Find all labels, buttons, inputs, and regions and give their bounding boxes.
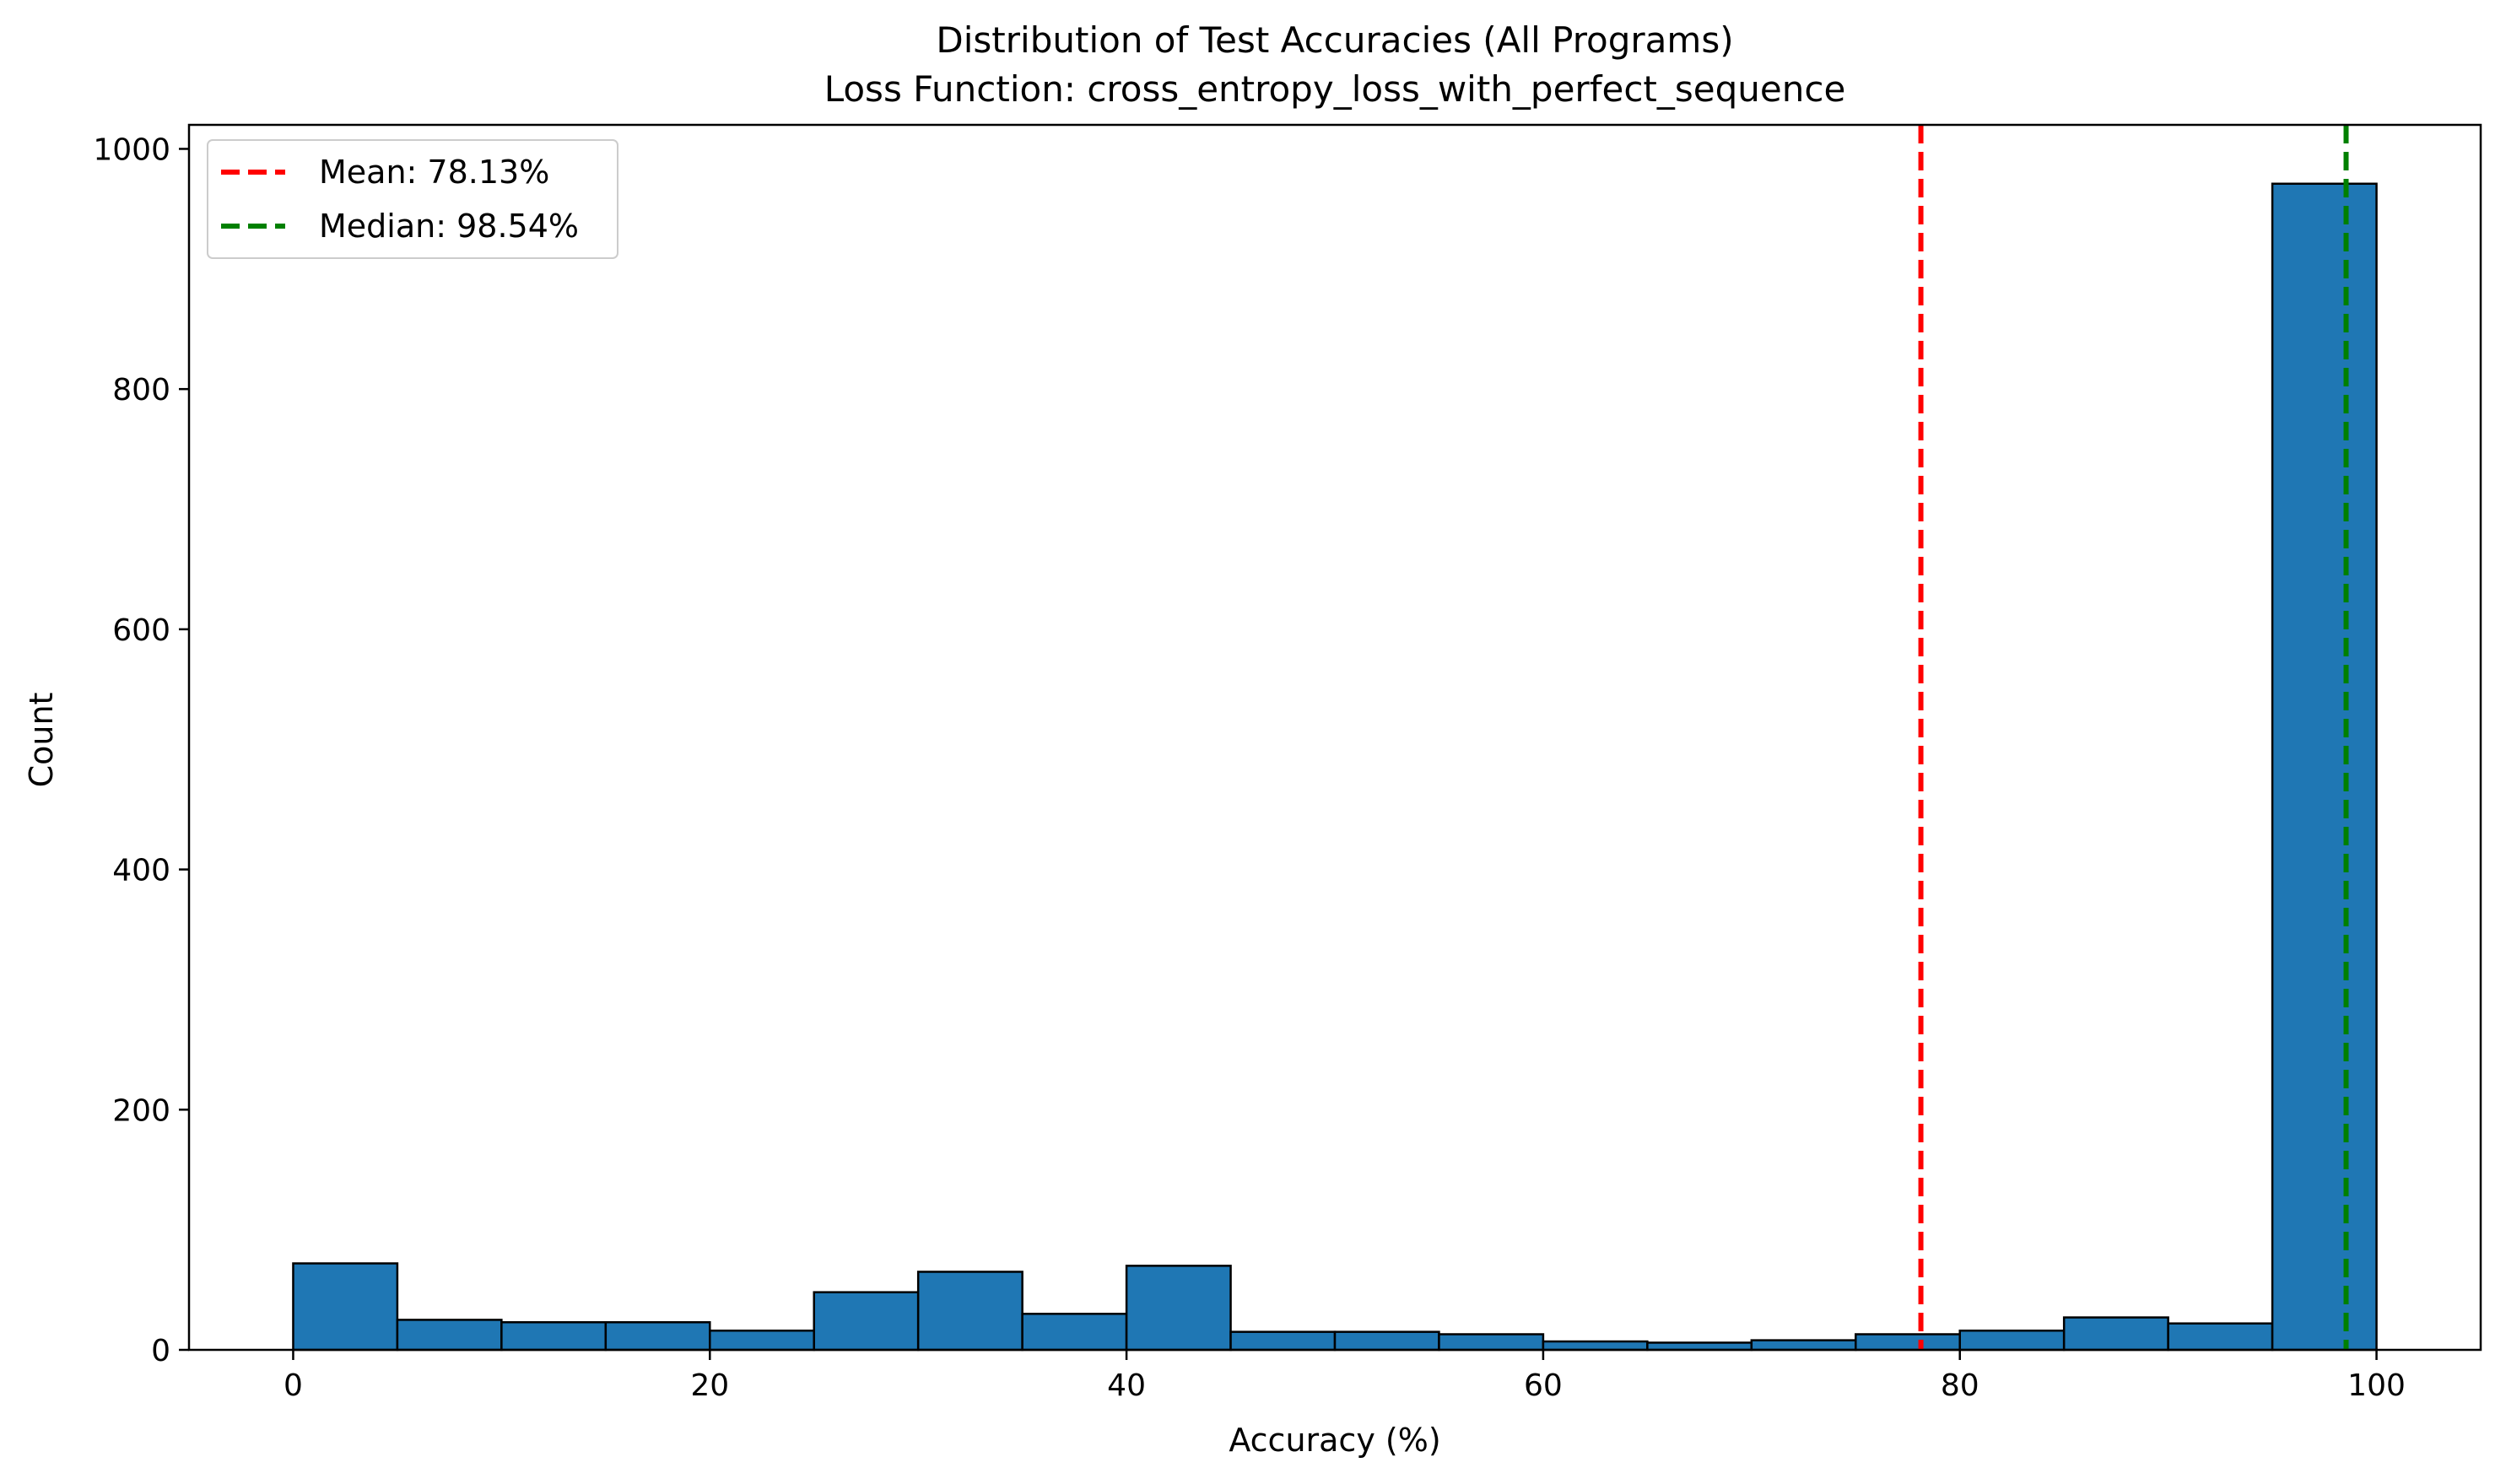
histogram-bar <box>2062 1316 2169 1352</box>
legend-entry: Median: 98.54% <box>319 208 579 245</box>
histogram-bar <box>1229 1330 1337 1352</box>
x-tick-label: 80 <box>1941 1368 1979 1403</box>
histogram-bar <box>292 1262 399 1352</box>
histogram-bar <box>500 1321 608 1352</box>
reference-lines <box>1918 125 2349 1350</box>
plot-frame <box>187 123 2482 1352</box>
legend-box <box>207 139 618 259</box>
histogram-bar <box>1542 1340 1649 1352</box>
x-axis-ticks: 0 20 40 60 80 100 <box>284 1350 2406 1403</box>
histogram-bar <box>1333 1330 1440 1352</box>
histogram-bar <box>396 1319 503 1352</box>
histogram-bar <box>813 1291 920 1352</box>
x-axis-label: Accuracy (%) <box>1229 1422 1440 1459</box>
x-tick-label: 60 <box>1524 1368 1563 1403</box>
histogram-bar <box>2271 182 2378 1352</box>
y-tick-label: 1000 <box>93 132 170 167</box>
y-tick-label: 600 <box>112 613 170 648</box>
histogram-bar <box>916 1271 1023 1352</box>
x-tick-label: 0 <box>284 1368 303 1403</box>
y-tick-label: 0 <box>151 1334 170 1368</box>
histogram-bar <box>1438 1333 1545 1352</box>
histogram-bar <box>1855 1333 1961 1352</box>
y-axis-ticks: 0 200 400 600 800 1000 <box>93 132 189 1368</box>
y-tick-label: 400 <box>112 854 170 888</box>
y-axis-label: Count <box>23 693 60 788</box>
y-tick-label: 200 <box>112 1093 170 1128</box>
histogram-bar <box>1021 1313 1128 1352</box>
x-tick-label: 40 <box>1107 1368 1146 1403</box>
histogram-bar <box>1958 1329 2066 1352</box>
y-tick-label: 800 <box>112 373 170 407</box>
x-tick-label: 100 <box>2347 1368 2406 1403</box>
legend: Mean: 78.13% Median: 98.54% <box>207 139 618 259</box>
legend-entry: Mean: 78.13% <box>319 154 549 191</box>
histogram-bar <box>1125 1265 1232 1352</box>
histogram-bar <box>1750 1339 1857 1352</box>
chart-title: Distribution of Test Accuracies (All Pro… <box>936 19 1733 61</box>
histogram-bars <box>292 182 2378 1352</box>
histogram-bar <box>2167 1322 2274 1352</box>
x-tick-label: 20 <box>690 1368 729 1403</box>
histogram-bar <box>709 1329 815 1352</box>
histogram-bar <box>1646 1341 1753 1352</box>
histogram-bar <box>604 1321 711 1352</box>
chart-subtitle: Loss Function: cross_entropy_loss_with_p… <box>824 68 1846 110</box>
